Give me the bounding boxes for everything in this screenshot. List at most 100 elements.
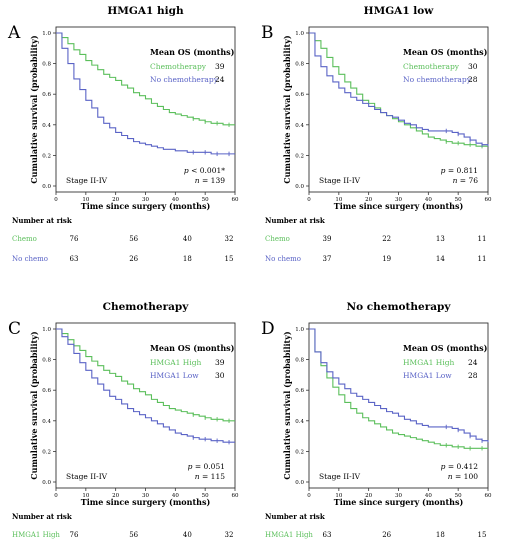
panel-letter: A: [7, 23, 21, 43]
stage-label: Stage II-IV: [66, 176, 108, 185]
y-tick-label: 1.0: [42, 327, 51, 333]
x-tick-label: 60: [232, 197, 239, 203]
x-tick-label: 10: [82, 493, 89, 499]
y-tick-label: 0.8: [42, 62, 51, 68]
x-axis-label: Time since surgery (months): [334, 497, 464, 507]
risk-table-header: Number at risk: [265, 512, 325, 521]
y-tick-label: 0.0: [42, 480, 51, 486]
panel-b: B HMGA1 low 0.0 0.2 0.4 0.6 0.8 1.0 0 10 20 30 40 50 6…: [261, 5, 492, 263]
risk-value-0-3: 32: [225, 531, 234, 539]
risk-value-0-1: 22: [382, 235, 391, 243]
y-tick-label: 0.2: [295, 449, 304, 455]
risk-value-1-0: 63: [70, 255, 79, 263]
legend-title: Mean OS (months): [150, 343, 235, 353]
risk-table-header: Number at risk: [12, 512, 72, 521]
risk-value-1-3: 15: [225, 255, 234, 263]
legend-title: Mean OS (months): [403, 47, 488, 57]
n-label: n = 76: [453, 176, 479, 185]
x-tick-label: 50: [455, 197, 462, 203]
legend-mean-os-1: 24: [215, 75, 225, 84]
legend-series-0: HMGA1 High: [150, 358, 202, 367]
x-tick-label: 40: [172, 197, 179, 203]
survival-curve-0: [309, 32, 488, 147]
y-axis-label: Cumulative survival (probability): [282, 35, 292, 184]
y-tick-label: 1.0: [295, 327, 304, 333]
risk-value-0-0: 39: [323, 235, 332, 243]
panel-c: C Chemotherapy 0.0 0.2 0.4 0.6 0.8 1.0 0 10 20 30 40…: [8, 301, 239, 539]
x-tick-label: 10: [335, 493, 342, 499]
y-axis-label: Cumulative survival (probability): [29, 35, 39, 184]
risk-value-0-1: 56: [129, 235, 138, 243]
chart-title: Chemotherapy: [103, 301, 190, 313]
legend-series-1: HMGA1 Low: [150, 371, 199, 380]
p-value-label: p = 0.051: [188, 462, 225, 471]
legend-mean-os-0: 39: [215, 62, 225, 71]
x-tick-label: 30: [142, 493, 149, 499]
risk-value-1-3: 11: [478, 255, 487, 263]
x-tick-label: 20: [112, 197, 119, 203]
survival-curve-1: [56, 32, 235, 155]
risk-value-1-2: 14: [436, 255, 445, 263]
x-tick-label: 40: [425, 493, 432, 499]
y-tick-label: 0.8: [295, 62, 304, 68]
x-tick-label: 60: [232, 493, 239, 499]
n-label: n = 139: [195, 176, 225, 185]
n-label: n = 100: [448, 472, 478, 481]
chart-title: HMGA1 low: [364, 5, 435, 17]
x-tick-label: 60: [485, 197, 492, 203]
legend-mean-os-0: 30: [468, 62, 478, 71]
x-tick-label: 50: [202, 197, 209, 203]
y-tick-label: 0.6: [42, 92, 51, 98]
legend-mean-os-0: 24: [468, 358, 478, 367]
y-tick-label: 1.0: [295, 31, 304, 37]
stage-label: Stage II-IV: [319, 176, 361, 185]
y-tick-label: 0.0: [42, 184, 51, 190]
y-tick-label: 0.2: [295, 153, 304, 159]
x-tick-label: 20: [112, 493, 119, 499]
y-tick-label: 0.4: [295, 123, 304, 129]
legend-mean-os-1: 28: [468, 371, 478, 380]
risk-row-label-1: No chemo: [265, 255, 301, 263]
risk-row-label-0: HMGA1 High: [12, 531, 60, 539]
x-tick-label: 10: [335, 197, 342, 203]
chart-title: No chemotherapy: [346, 301, 451, 313]
survival-curve-0: [56, 32, 235, 126]
x-tick-label: 0: [54, 197, 58, 203]
y-tick-label: 0.0: [295, 184, 304, 190]
legend-series-1: No chemotherapy: [150, 75, 219, 84]
risk-row-label-0: Chemo: [12, 235, 37, 243]
x-tick-label: 20: [365, 197, 372, 203]
risk-table-header: Number at risk: [265, 216, 325, 225]
legend-mean-os-0: 39: [215, 358, 225, 367]
legend-series-0: Chemotherapy: [150, 62, 207, 71]
legend-series-1: No chemotherapy: [403, 75, 472, 84]
risk-row-label-0: HMGA1 High: [265, 531, 313, 539]
legend-series-0: Chemotherapy: [403, 62, 460, 71]
survival-curve-1: [56, 328, 235, 443]
p-value-label: p < 0.001*: [184, 166, 225, 175]
panel-letter: B: [261, 23, 274, 43]
y-tick-label: 0.6: [42, 388, 51, 394]
risk-value-1-2: 18: [183, 255, 192, 263]
stage-label: Stage II-IV: [66, 472, 108, 481]
risk-value-0-2: 40: [183, 235, 192, 243]
x-tick-label: 10: [82, 197, 89, 203]
x-tick-label: 0: [307, 493, 311, 499]
n-label: n = 115: [195, 472, 225, 481]
legend-series-1: HMGA1 Low: [403, 371, 452, 380]
legend-mean-os-1: 30: [215, 371, 225, 380]
y-tick-label: 1.0: [42, 31, 51, 37]
legend-title: Mean OS (months): [150, 47, 235, 57]
y-tick-label: 0.4: [295, 419, 304, 425]
x-axis-label: Time since surgery (months): [334, 201, 464, 211]
legend-mean-os-1: 28: [468, 75, 478, 84]
risk-value-0-0: 76: [70, 235, 79, 243]
risk-row-label-1: No chemo: [12, 255, 48, 263]
risk-value-1-0: 37: [323, 255, 332, 263]
y-tick-label: 0.2: [42, 449, 51, 455]
chart-title: HMGA1 high: [107, 5, 184, 17]
y-tick-label: 0.2: [42, 153, 51, 159]
x-tick-label: 30: [395, 493, 402, 499]
risk-value-1-1: 26: [129, 255, 138, 263]
risk-value-0-3: 11: [478, 235, 487, 243]
